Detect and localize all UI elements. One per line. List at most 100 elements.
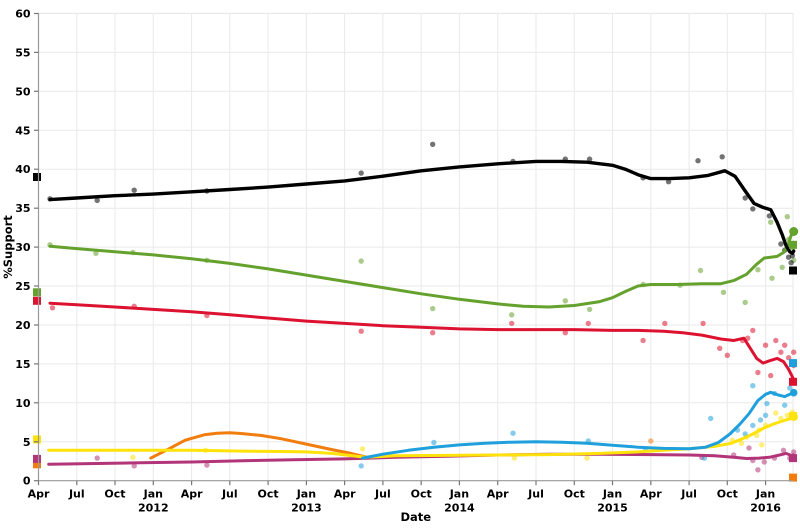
poll-dot-yellow [738,440,745,446]
x-tick-label: Jan [296,488,316,501]
start_square-red [33,296,41,305]
poll-dot-red [791,349,797,355]
poll-dot-yellow [130,454,136,460]
poll-dot-red [724,352,730,358]
x-tick-label: Jul [527,488,544,501]
poll-dot-red [755,369,761,376]
y-tick-label: 30 [15,241,31,254]
poll-dot-black [750,206,756,212]
trend-end-dot-green [789,227,799,236]
trend-lines-layer [47,159,799,466]
poll-dot-blue [431,439,437,446]
x-tick-label: Jul [374,488,391,501]
poll-dot-red [49,305,56,311]
poll-dot-green [358,258,364,264]
poll-dot-blue [764,400,770,407]
x-tick-label: Oct [104,488,125,501]
x-tick-label: Apr [334,488,356,501]
poll-dot-yellow [584,455,590,461]
y-tick-label: 25 [15,280,30,293]
x-tick-label: Oct [717,488,738,501]
poll-dot-green [784,214,790,220]
poll-dot-blue [762,412,769,418]
poll-dot-blue [750,422,756,429]
election-squares-layer [33,173,797,482]
start_square-orange [33,460,41,469]
poll-dot-yellow [359,446,366,452]
x-axis-title: Date [400,510,431,524]
poll-dot-black [742,195,748,201]
poll-dot-yellow [773,410,779,416]
poll-dot-red [785,355,792,361]
trend-line-red [48,301,796,381]
x-tick-label: Jan [143,488,163,501]
poll-dot-green [742,299,748,306]
x-tick-label: Jul [680,488,697,501]
poll-dot-black [94,197,100,204]
poll-dot-green [755,267,761,273]
poll-dot-green [769,275,775,281]
y-tick-label: 55 [15,46,30,59]
poll-dot-green [430,305,436,312]
x-tick-label: Jul [68,488,85,501]
poll-dot-red [662,320,668,327]
poll-dot-blue [510,430,516,436]
x-tick-label: Jul [221,488,238,501]
x-tick-label: Apr [28,488,50,501]
poll-dot-blue [750,383,756,389]
poll-dot-magenta [204,462,210,468]
start_square-yellow [33,435,41,444]
x-tick-label: Jan [755,488,775,501]
poll-dot-magenta [791,449,797,455]
poll-dot-blue [358,463,364,469]
poll-dot-magenta [780,447,787,453]
poll-dot-magenta [746,445,752,451]
x-tick-label: Jan [449,488,469,501]
poll-dot-black [131,187,137,193]
poll-dot-black [430,141,436,147]
poll-dot-red [358,328,364,334]
x-tick-year-label: 2012 [138,502,169,515]
y-tick-label: 45 [15,124,30,137]
poll-dot-black [778,241,784,247]
end_square-yellow [789,412,797,421]
poll-dot-black [665,179,672,185]
poll-dot-green [768,219,774,225]
poll-dot-blue [782,402,788,408]
start_square-magenta [33,454,41,463]
poll-dot-red [717,345,723,351]
poll-dot-green [586,306,593,313]
poll-dot-red [782,342,788,348]
x-tick-label: Apr [487,488,509,501]
poll-dot-black [719,154,725,160]
trend-line-green [48,230,796,309]
end_square-black [789,266,797,275]
poll-dot-magenta [761,459,767,465]
y-tick-label: 10 [15,397,31,410]
x-tick-label: Oct [258,488,279,501]
y-axis-title: %Support [1,215,15,279]
poll-dot-green [562,298,568,304]
poll-dot-magenta [94,455,100,461]
y-tick-label: 35 [15,202,30,215]
poll-dot-red [700,320,706,327]
trend-line-yellow [47,415,796,459]
y-tick-label: 60 [15,8,31,21]
x-tick-year-label: 2015 [597,502,628,515]
poll-dot-magenta [755,467,761,473]
poll-dot-black [358,170,364,176]
trend-line-orange [149,431,370,460]
gridlines [38,13,793,481]
poll-dot-magenta [131,463,137,469]
trend-line-blue [361,390,796,460]
end_square-green [789,240,797,249]
poll-dot-red [509,320,515,327]
x-tick-year-label: 2014 [444,502,475,515]
poll-dot-green [509,312,515,318]
poll-dot-black [695,158,701,164]
start_square-black [33,173,41,181]
poll-dot-blue [787,385,793,391]
x-tick-label: Jan [602,488,622,501]
poll-dot-red [762,342,769,348]
